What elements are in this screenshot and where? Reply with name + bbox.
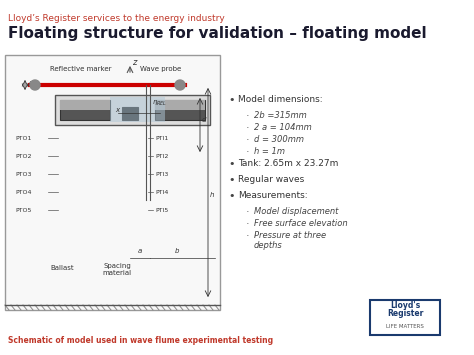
Text: ·: · bbox=[246, 207, 250, 217]
Text: Regular waves: Regular waves bbox=[238, 175, 304, 184]
Text: ·: · bbox=[246, 123, 250, 133]
Text: •: • bbox=[228, 191, 235, 201]
Text: z: z bbox=[132, 58, 137, 67]
Bar bbox=[60, 100, 110, 110]
Bar bbox=[55, 95, 210, 125]
Text: PTO3: PTO3 bbox=[15, 171, 31, 176]
Text: LIFE MATTERS: LIFE MATTERS bbox=[386, 324, 424, 329]
Text: Model dimensions:: Model dimensions: bbox=[238, 95, 323, 104]
Bar bbox=[155, 100, 205, 120]
Text: PTO5: PTO5 bbox=[15, 208, 31, 213]
Text: ·: · bbox=[246, 135, 250, 145]
Text: Schematic of model used in wave flume experimental testing: Schematic of model used in wave flume ex… bbox=[8, 336, 273, 345]
Text: Ballast: Ballast bbox=[50, 265, 74, 271]
Circle shape bbox=[30, 80, 40, 90]
Text: Reflective marker: Reflective marker bbox=[50, 66, 111, 72]
Text: b: b bbox=[175, 248, 180, 254]
Text: Model displacement: Model displacement bbox=[254, 207, 338, 216]
Text: ·: · bbox=[246, 111, 250, 121]
Text: PTI3: PTI3 bbox=[155, 171, 168, 176]
Text: h: h bbox=[210, 192, 215, 198]
Text: h = 1m: h = 1m bbox=[254, 147, 285, 156]
Bar bbox=[122, 107, 138, 120]
Text: Lloyd’s Register services to the energy industry: Lloyd’s Register services to the energy … bbox=[8, 14, 225, 23]
Text: d = 300mm: d = 300mm bbox=[254, 135, 304, 144]
Text: PTO2: PTO2 bbox=[15, 153, 31, 158]
Text: ·: · bbox=[246, 219, 250, 229]
Bar bbox=[370, 300, 440, 335]
Text: Tank: 2.65m x 23.27m: Tank: 2.65m x 23.27m bbox=[238, 159, 338, 168]
Bar bbox=[5, 55, 220, 310]
Bar bbox=[155, 100, 205, 110]
Bar bbox=[110, 97, 165, 122]
Text: PTO1: PTO1 bbox=[15, 136, 31, 141]
Text: •: • bbox=[228, 159, 235, 169]
Text: Spacing
material: Spacing material bbox=[102, 263, 132, 276]
Text: x: x bbox=[115, 107, 119, 113]
Text: 2 a = 104mm: 2 a = 104mm bbox=[254, 123, 312, 132]
Text: Free surface elevation: Free surface elevation bbox=[254, 219, 347, 228]
Text: Measurements:: Measurements: bbox=[238, 191, 308, 200]
Text: Register: Register bbox=[387, 309, 423, 318]
Text: •: • bbox=[228, 95, 235, 105]
Text: ·: · bbox=[246, 231, 250, 241]
Text: PTI5: PTI5 bbox=[155, 208, 168, 213]
Text: Wave probe: Wave probe bbox=[140, 66, 181, 72]
Text: PTI4: PTI4 bbox=[155, 190, 168, 195]
Text: PTO4: PTO4 bbox=[15, 190, 31, 195]
Text: Pressure at three
depths: Pressure at three depths bbox=[254, 231, 326, 250]
Circle shape bbox=[175, 80, 185, 90]
Text: PTI2: PTI2 bbox=[155, 153, 168, 158]
Text: ·: · bbox=[246, 147, 250, 157]
Text: Lloyd's: Lloyd's bbox=[390, 301, 420, 310]
Text: a: a bbox=[138, 248, 142, 254]
Bar bbox=[60, 100, 110, 120]
Text: 2b =315mm: 2b =315mm bbox=[254, 111, 307, 120]
Text: $A_i$: $A_i$ bbox=[27, 80, 36, 90]
Text: $\eta_{REL}$: $\eta_{REL}$ bbox=[152, 99, 167, 108]
Text: •: • bbox=[228, 175, 235, 185]
Text: d: d bbox=[202, 117, 207, 123]
Text: PTI1: PTI1 bbox=[155, 136, 168, 141]
Text: Floating structure for validation – floating model: Floating structure for validation – floa… bbox=[8, 26, 427, 41]
